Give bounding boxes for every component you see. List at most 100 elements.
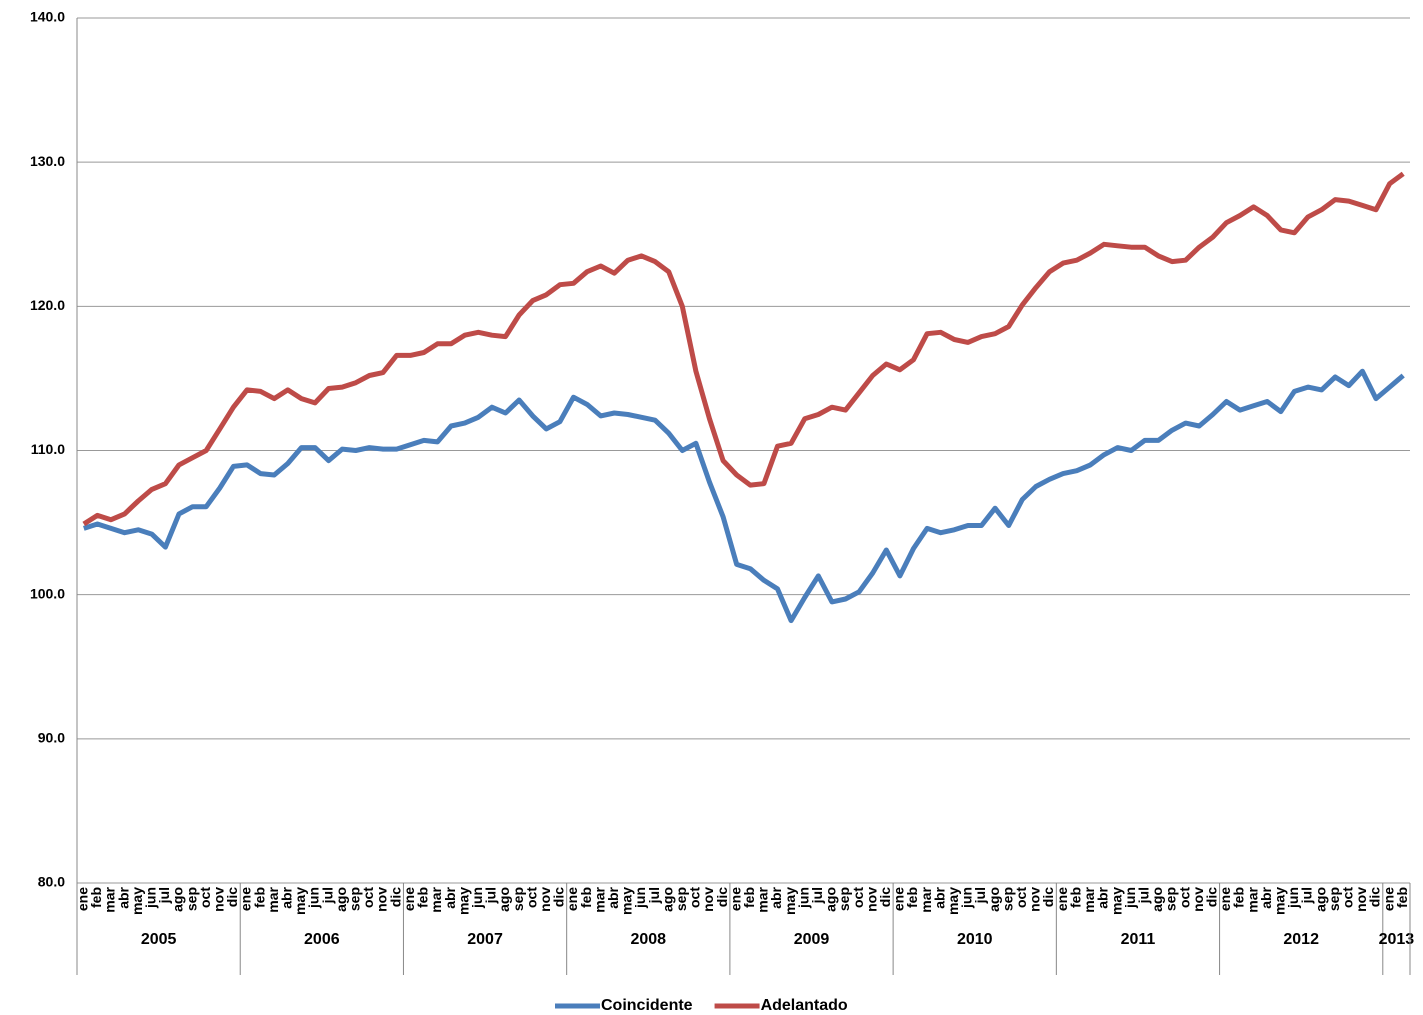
y-tick-label: 110.0 bbox=[31, 441, 65, 457]
x-tick-label: sep bbox=[1326, 887, 1342, 911]
x-tick-label: oct bbox=[523, 887, 539, 908]
x-tick-label: jul bbox=[1135, 887, 1151, 904]
x-tick-label: jun bbox=[1122, 887, 1138, 909]
x-tick-label: mar bbox=[428, 886, 444, 912]
x-tick-label: ago bbox=[1149, 887, 1165, 912]
x-tick-label: may bbox=[1108, 887, 1124, 915]
x-tick-label: jul bbox=[483, 887, 499, 904]
x-tick-label: nov bbox=[700, 887, 716, 912]
x-tick-label: oct bbox=[1013, 887, 1029, 908]
x-tick-label: jun bbox=[795, 887, 811, 909]
x-tick-label: jun bbox=[959, 887, 975, 909]
x-tick-label: nov bbox=[1190, 887, 1206, 912]
x-tick-label: mar bbox=[265, 886, 281, 912]
x-group-label: 2008 bbox=[630, 931, 666, 948]
x-group-label: 2013 bbox=[1379, 931, 1415, 948]
x-tick-label: nov bbox=[211, 887, 227, 912]
series-line bbox=[82, 171, 1405, 527]
x-tick-label: abr bbox=[442, 886, 458, 908]
x-tick-label: mar bbox=[102, 886, 118, 912]
x-tick-label: ene bbox=[401, 887, 417, 911]
legend-label: Coincidente bbox=[601, 997, 693, 1014]
x-tick-label: abr bbox=[279, 886, 295, 908]
x-tick-label: feb bbox=[251, 887, 267, 908]
x-tick-label: dic bbox=[714, 887, 730, 907]
x-tick-label: feb bbox=[415, 887, 431, 908]
x-tick-label: jul bbox=[809, 887, 825, 904]
x-tick-label: ene bbox=[75, 887, 91, 911]
x-tick-label: oct bbox=[850, 887, 866, 908]
x-tick-label: ago bbox=[496, 887, 512, 912]
x-tick-label: oct bbox=[360, 887, 376, 908]
x-tick-label: ago bbox=[823, 887, 839, 912]
x-tick-label: nov bbox=[374, 887, 390, 912]
x-tick-label: may bbox=[619, 887, 635, 915]
x-tick-label: nov bbox=[537, 887, 553, 912]
y-tick-label: 80.0 bbox=[38, 874, 65, 890]
x-tick-label: feb bbox=[741, 887, 757, 908]
x-tick-label: mar bbox=[1244, 886, 1260, 912]
x-tick-label: dic bbox=[1367, 887, 1383, 907]
x-tick-label: may bbox=[1271, 887, 1287, 915]
x-tick-label: sep bbox=[673, 887, 689, 911]
x-tick-label: ago bbox=[1312, 887, 1328, 912]
x-tick-label: ene bbox=[1380, 887, 1396, 911]
x-tick-label: ene bbox=[891, 887, 907, 911]
series-line bbox=[83, 368, 1405, 624]
x-tick-label: nov bbox=[863, 887, 879, 912]
x-tick-label: dic bbox=[387, 887, 403, 907]
x-tick-label: dic bbox=[224, 887, 240, 907]
y-tick-label: 90.0 bbox=[38, 730, 65, 746]
x-tick-label: ago bbox=[986, 887, 1002, 912]
x-tick-label: oct bbox=[687, 887, 703, 908]
x-tick-label: ene bbox=[238, 887, 254, 911]
x-tick-label: feb bbox=[1231, 887, 1247, 908]
x-group-label: 2007 bbox=[467, 931, 503, 948]
x-tick-label: jun bbox=[1285, 887, 1301, 909]
x-tick-label: abr bbox=[1095, 886, 1111, 908]
x-group-label: 2009 bbox=[794, 931, 830, 948]
x-tick-label: sep bbox=[1163, 887, 1179, 911]
x-tick-label: may bbox=[782, 887, 798, 915]
x-tick-label: feb bbox=[1067, 887, 1083, 908]
x-tick-label: sep bbox=[183, 887, 199, 911]
x-tick-label: may bbox=[945, 887, 961, 915]
x-tick-label: jul bbox=[1299, 887, 1315, 904]
x-tick-label: jul bbox=[972, 887, 988, 904]
x-tick-label: abr bbox=[931, 886, 947, 908]
x-tick-label: abr bbox=[768, 886, 784, 908]
x-group-label: 2010 bbox=[957, 931, 993, 948]
x-group-label: 2006 bbox=[304, 931, 340, 948]
x-tick-label: mar bbox=[755, 886, 771, 912]
x-tick-label: abr bbox=[1258, 886, 1274, 908]
x-tick-label: may bbox=[455, 887, 471, 915]
x-tick-label: abr bbox=[605, 886, 621, 908]
x-tick-label: dic bbox=[1203, 887, 1219, 907]
x-tick-label: ene bbox=[1217, 887, 1233, 911]
x-tick-label: sep bbox=[999, 887, 1015, 911]
x-tick-label: jun bbox=[143, 887, 159, 909]
x-tick-label: feb bbox=[88, 887, 104, 908]
x-tick-label: ene bbox=[1054, 887, 1070, 911]
x-tick-label: ago bbox=[170, 887, 186, 912]
x-tick-label: feb bbox=[904, 887, 920, 908]
x-tick-label: oct bbox=[197, 887, 213, 908]
x-group-label: 2012 bbox=[1283, 931, 1319, 948]
x-group-label: 2011 bbox=[1121, 931, 1156, 948]
y-tick-label: 100.0 bbox=[30, 585, 65, 601]
x-tick-label: dic bbox=[877, 887, 893, 907]
x-tick-label: dic bbox=[551, 887, 567, 907]
x-tick-label: jul bbox=[156, 887, 172, 904]
y-tick-label: 130.0 bbox=[30, 153, 65, 169]
x-tick-label: jul bbox=[319, 887, 335, 904]
x-tick-label: mar bbox=[918, 886, 934, 912]
x-tick-label: mar bbox=[1081, 886, 1097, 912]
x-tick-label: ago bbox=[333, 887, 349, 912]
x-tick-label: jun bbox=[469, 887, 485, 909]
x-tick-label: may bbox=[292, 887, 308, 915]
x-tick-label: ago bbox=[659, 887, 675, 912]
y-tick-label: 120.0 bbox=[30, 297, 65, 313]
x-tick-label: nov bbox=[1353, 887, 1369, 912]
x-tick-label: sep bbox=[510, 887, 526, 911]
x-tick-label: ene bbox=[564, 887, 580, 911]
